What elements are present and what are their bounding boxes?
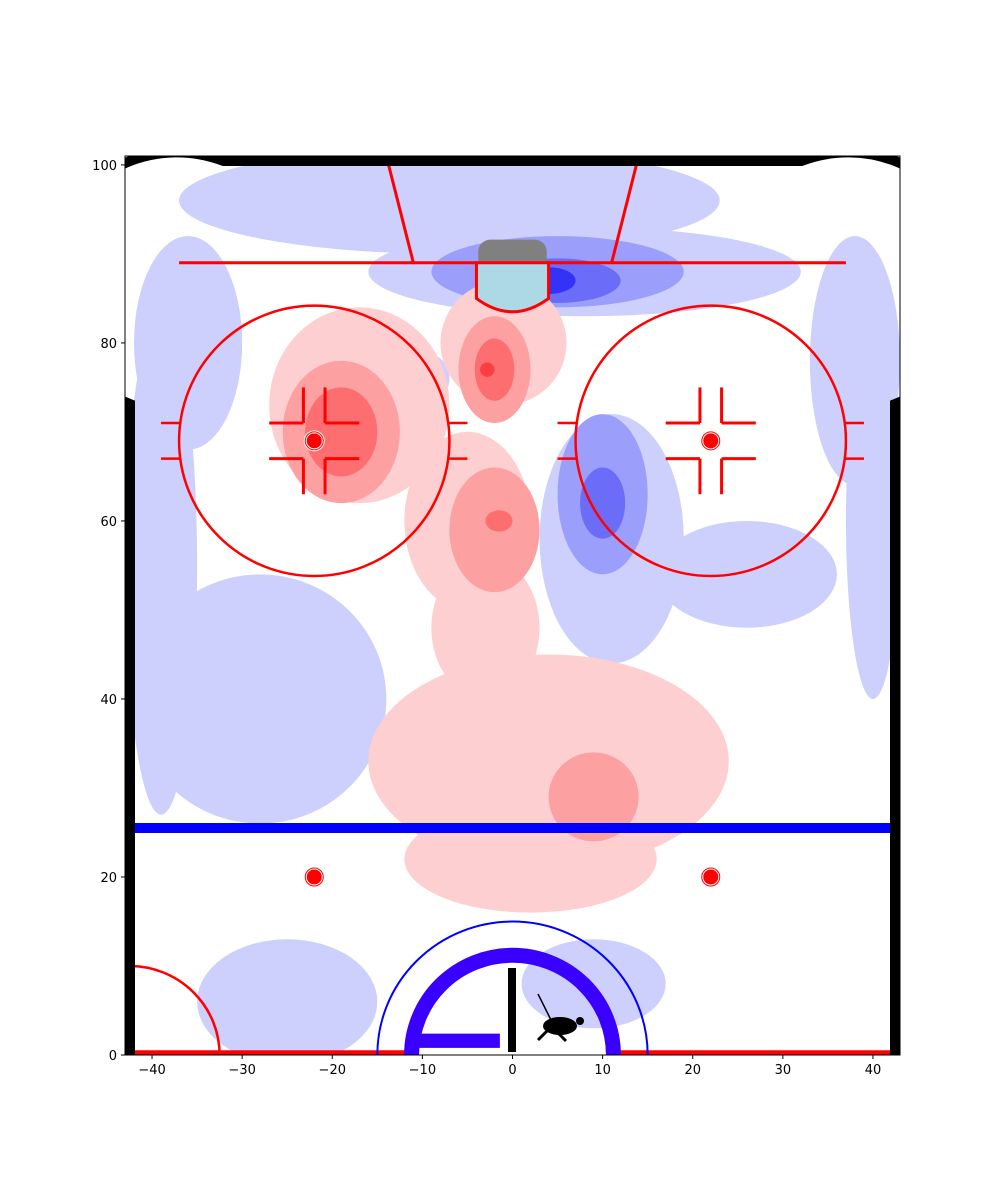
y-tick-label: 20: [100, 871, 117, 886]
y-tick-label: 40: [100, 693, 117, 708]
hot-blob: [548, 752, 639, 842]
x-tick-label: −40: [138, 1063, 165, 1078]
x-tick-label: 10: [594, 1063, 611, 1078]
x-tick-label: −30: [228, 1063, 255, 1078]
logo-skater-leg: [536, 1028, 550, 1042]
hot-blob: [305, 387, 378, 477]
heatmap-clip-group: [125, 157, 900, 1055]
hot-blob: [431, 556, 540, 699]
referee-crease: [129, 964, 221, 1055]
rink-boards: [125, 156, 900, 1055]
center-circle: [376, 920, 649, 1055]
y-tick-label: 80: [100, 337, 117, 352]
logo-wordmark: [508, 968, 516, 1052]
trapezoid-line-right: [610, 156, 641, 264]
hot-blob: [485, 510, 513, 532]
logo-skater-head: [576, 1017, 584, 1025]
y-tick-label: 0: [109, 1049, 117, 1064]
rink-markings: [125, 156, 900, 1055]
cold-blob: [134, 574, 387, 824]
hot-blob: [480, 362, 495, 377]
faceoff-dot: [303, 430, 325, 452]
faceoff-dot-ring: [702, 432, 720, 450]
faceoff-dot-ring: [305, 432, 323, 450]
cold-blob: [845, 342, 900, 699]
x-tick-label: −20: [319, 1063, 346, 1078]
logo-skater-icon: [508, 968, 584, 1052]
faceoff-dot-ring: [702, 868, 720, 886]
center-logo-arc: [404, 947, 621, 1055]
logo-skater-leg: [554, 1029, 568, 1043]
x-tick-label: 30: [775, 1063, 792, 1078]
logo-skater-body: [543, 1017, 577, 1035]
x-tick-label: 40: [865, 1063, 882, 1078]
logo-skater-stick: [537, 993, 553, 1023]
heatmap-layer: [125, 157, 900, 1055]
hot-blob: [368, 654, 729, 869]
y-tick-label: 60: [100, 515, 117, 530]
faceoff-dot: [700, 866, 722, 888]
cold-blob: [580, 467, 626, 539]
y-tick-label: 100: [92, 159, 117, 174]
x-tick-label: 0: [508, 1063, 516, 1078]
cold-blob: [197, 939, 378, 1055]
faceoff-dot: [303, 866, 325, 888]
faceoff-circle: [574, 304, 848, 578]
x-tick-label: −10: [409, 1063, 436, 1078]
faceoff-dot: [700, 430, 722, 452]
trapezoid-line-left: [384, 156, 415, 264]
faceoff-circle: [177, 304, 451, 578]
axes: −40 −30 −20 −10 0 10 20 30 40 0 20 40 60 80 100: [92, 159, 881, 1078]
goal-crease: [474, 261, 551, 314]
center-logo-bar: [411, 1033, 500, 1048]
x-tick-label: 20: [684, 1063, 701, 1078]
faceoff-dot-ring: [305, 868, 323, 886]
